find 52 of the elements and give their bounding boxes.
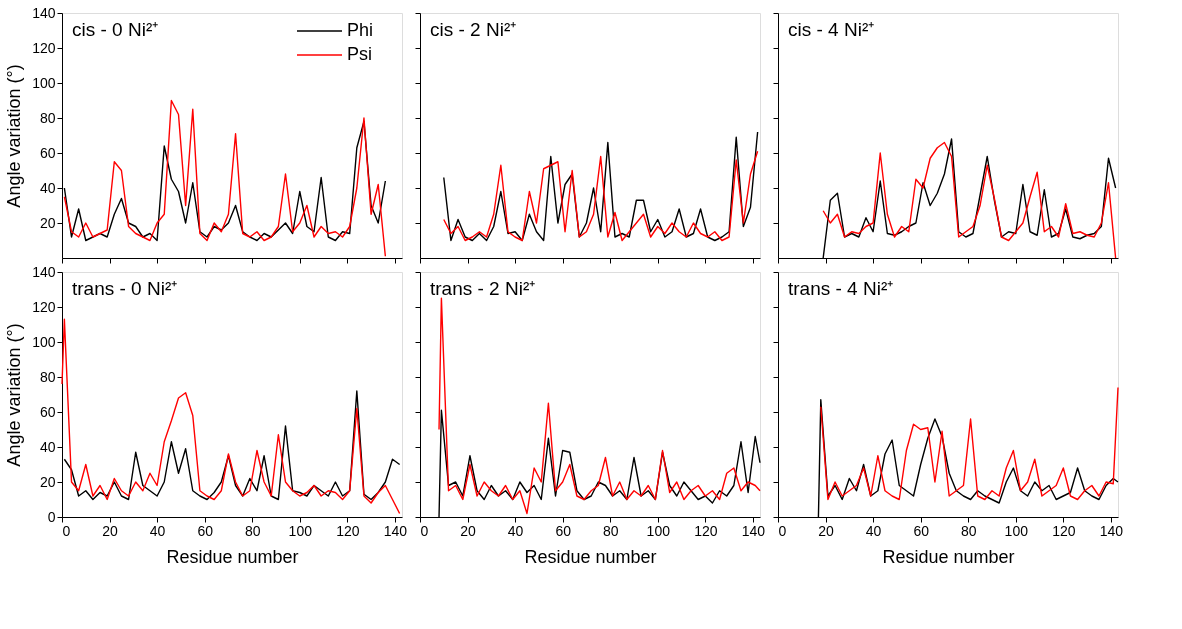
x-tick-label: 60 bbox=[555, 522, 572, 539]
x-tick-label: 80 bbox=[960, 522, 977, 539]
x-tick-label: 60 bbox=[913, 522, 930, 539]
legend-label: Psi bbox=[347, 44, 373, 64]
x-axis-title: Residue number bbox=[882, 546, 1015, 567]
y-axis-title: Angle variation (°) bbox=[4, 64, 25, 208]
x-tick-label: 0 bbox=[62, 522, 71, 539]
y-tick-label: 100 bbox=[32, 333, 56, 350]
y-tick-label: 140 bbox=[32, 263, 56, 280]
x-tick-label: 60 bbox=[197, 522, 214, 539]
chart-title: trans - 0 Ni²⁺ bbox=[72, 278, 178, 299]
x-tick-label: 120 bbox=[336, 522, 360, 539]
y-tick-label: 20 bbox=[39, 473, 56, 490]
x-tick-label: 80 bbox=[244, 522, 261, 539]
x-axis-title: Residue number bbox=[166, 546, 299, 567]
x-tick-label: 100 bbox=[1004, 522, 1029, 539]
y-tick-label: 80 bbox=[39, 109, 56, 126]
x-axis-title: Residue number bbox=[524, 546, 657, 567]
x-tick-label: 120 bbox=[694, 522, 718, 539]
y-tick-label: 140 bbox=[32, 4, 56, 21]
chart-title: trans - 4 Ni²⁺ bbox=[788, 278, 894, 299]
x-tick-label: 140 bbox=[383, 522, 408, 539]
y-tick-label: 120 bbox=[32, 39, 56, 56]
chart-title: cis - 0 Ni²⁺ bbox=[72, 19, 159, 40]
x-tick-label: 80 bbox=[602, 522, 619, 539]
y-tick-label: 0 bbox=[47, 508, 56, 525]
y-tick-label: 100 bbox=[32, 74, 56, 91]
legend-label: Phi bbox=[347, 20, 374, 40]
y-tick-label: 120 bbox=[32, 298, 56, 315]
y-tick-label: 40 bbox=[39, 179, 56, 196]
y-tick-label: 40 bbox=[39, 438, 56, 455]
x-tick-label: 0 bbox=[420, 522, 429, 539]
chart-title: cis - 2 Ni²⁺ bbox=[430, 19, 517, 40]
x-tick-label: 40 bbox=[865, 522, 882, 539]
y-tick-label: 80 bbox=[39, 368, 56, 385]
y-tick-label: 60 bbox=[39, 144, 56, 161]
x-tick-label: 140 bbox=[741, 522, 766, 539]
x-tick-label: 100 bbox=[646, 522, 671, 539]
y-axis-title: Angle variation (°) bbox=[4, 323, 25, 467]
x-tick-label: 140 bbox=[1099, 522, 1124, 539]
x-tick-label: 40 bbox=[507, 522, 524, 539]
y-tick-label: 60 bbox=[39, 403, 56, 420]
x-tick-label: 0 bbox=[778, 522, 787, 539]
x-tick-label: 20 bbox=[460, 522, 477, 539]
chart-title: cis - 4 Ni²⁺ bbox=[788, 19, 875, 40]
x-tick-label: 20 bbox=[818, 522, 835, 539]
y-tick-label: 20 bbox=[39, 214, 56, 231]
x-tick-label: 120 bbox=[1052, 522, 1076, 539]
chart-title: trans - 2 Ni²⁺ bbox=[430, 278, 536, 299]
x-tick-label: 20 bbox=[102, 522, 119, 539]
x-tick-label: 100 bbox=[288, 522, 313, 539]
x-tick-label: 40 bbox=[149, 522, 166, 539]
